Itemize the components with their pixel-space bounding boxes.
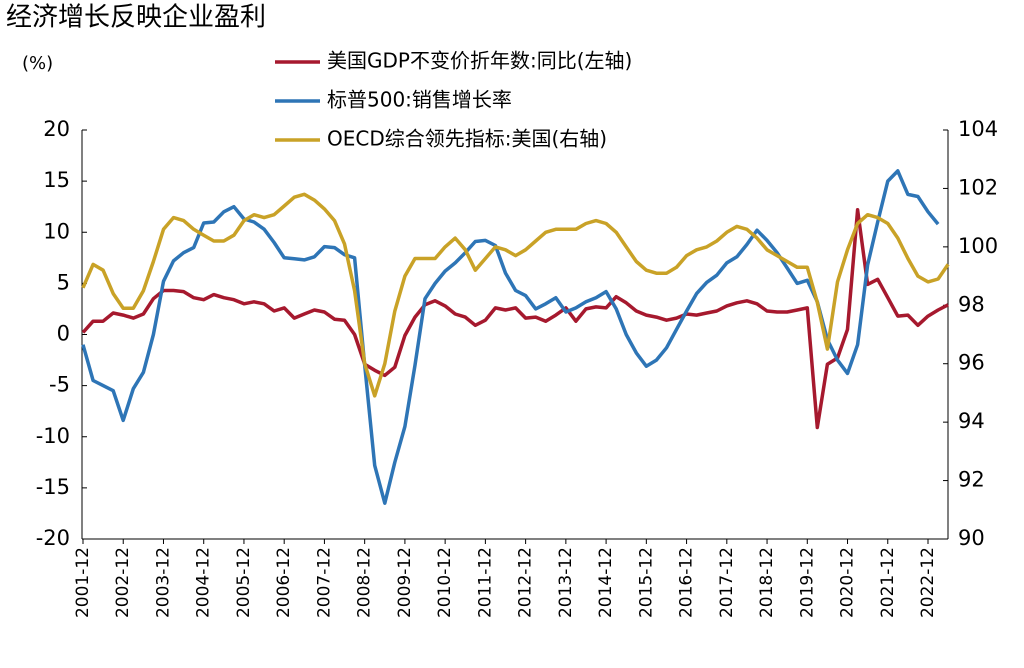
x-tick-label: 2009-12 [395,547,415,618]
x-tick-label: 2011-12 [475,547,495,618]
chart-title: 经济增长反映企业盈利 [6,3,266,33]
y-tick-label: -5 [49,373,70,397]
x-tick-label: 2018-12 [757,547,777,618]
y-tick-label: 5 [57,270,70,294]
y2-tick-label: 102 [958,175,998,199]
x-tick-label: 2005-12 [234,547,254,618]
x-tick-label: 2003-12 [153,547,173,618]
legend-label: OECD综合领先指标:美国(右轴) [327,127,607,151]
x-tick-label: 2007-12 [314,547,334,618]
x-tick-label: 2015-12 [636,547,656,618]
y2-tick-label: 98 [958,292,985,316]
y2-tick-label: 94 [958,409,985,433]
y-tick-label: 15 [43,168,70,192]
x-tick-label: 2012-12 [516,547,536,618]
y2-tick-label: 104 [958,117,998,141]
x-tick-label: 2002-12 [113,547,133,618]
x-tick-label: 2004-12 [194,547,214,618]
series-line [81,169,940,505]
legend-label: 标普500:销售增长率 [327,88,512,112]
x-tick-label: 2022-12 [918,547,938,618]
x-tick-label: 2013-12 [556,547,576,618]
y-tick-label: -10 [36,424,70,448]
y2-tick-label: 100 [958,234,998,258]
series-line [81,208,949,430]
y2-tick-label: 92 [958,468,985,492]
y-tick-label: 0 [57,322,70,346]
y2-tick-label: 90 [958,526,985,550]
legend: 美国GDP不变价折年数:同比(左轴) 标普500:销售增长率 OECD综合领先指标:… [275,49,632,151]
x-tick-label: 2001-12 [73,547,93,618]
x-tick-label: 2016-12 [677,547,697,618]
x-tick-label: 2010-12 [435,547,455,618]
y-unit: (%) [22,53,53,74]
legend-label: 美国GDP不变价折年数:同比(左轴) [327,49,632,73]
x-tick-label: 2019-12 [797,547,817,618]
x-tick-label: 2008-12 [355,547,375,618]
x-tick-label: 2014-12 [596,547,616,618]
y-tick-label: -15 [36,475,70,499]
x-tick-label: 2006-12 [274,547,294,618]
y-tick-label: 20 [43,117,70,141]
series-line [81,192,950,398]
y2-tick-label: 96 [958,351,985,375]
x-tick-label: 2020-12 [838,547,858,618]
y-tick-label: 10 [43,219,70,243]
x-tick-label: 2021-12 [878,547,898,618]
x-tick-label: 2017-12 [717,547,737,618]
y-tick-label: -20 [36,526,70,550]
